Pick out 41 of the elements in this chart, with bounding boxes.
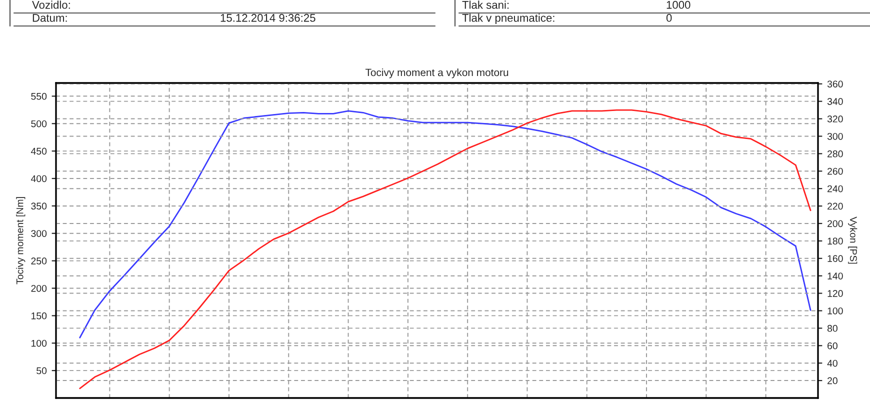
y2-tick-label: 40 [827,360,838,367]
text: Datum: [32,14,67,22]
text: 15.12.2014 9:36:25 [220,14,316,22]
y2-tick-label: 300 [827,132,843,140]
text: Tlak v pneumatice: [462,14,554,24]
y-tick-label: 350 [31,202,47,210]
y2-tick-label: 280 [828,150,843,158]
y2-tick-label: 180 [828,238,843,245]
y2-tick-label: 240 [828,185,843,192]
y2-tick-label: 200 [828,220,843,228]
y2-tick-label: 20 [828,377,838,384]
y2-tick-label: 160 [828,255,843,262]
y2-tick-label: 260 [828,168,843,175]
y-tick-label: 550 [31,92,47,100]
line-series [79,109,812,390]
y2-tick-label: 140 [828,272,843,280]
text: 0 [666,14,672,22]
y-tick-label: 250 [31,258,47,264]
text: 1000 [666,0,690,9]
y2-tick-label: 320 [827,116,843,122]
line-series [79,110,812,338]
text: Vozidlo: [32,0,70,9]
y-tick-label: 400 [30,175,47,182]
y2-axis-title: Vykon [PS] [848,216,858,264]
text: Tlak sani: [462,0,509,9]
y-tick-label: 500 [31,120,47,128]
y-axis-title: Tocivy moment [Nm] [16,197,26,284]
y2-tick-label: 80 [827,324,838,332]
y-tick-label: 50 [36,367,47,374]
chart-title: Tocivy moment a vykon motoru [365,68,508,78]
y-tick-label: 100 [31,340,47,347]
y2-tick-label: 220 [828,202,843,210]
y2-tick-label: 340 [827,98,843,105]
y-tick-label: 450 [30,148,47,155]
y2-tick-label: 60 [828,342,838,350]
y-tick-label: 300 [31,230,47,237]
y-tick-label: 200 [31,284,47,292]
y2-tick-label: 360 [827,80,843,88]
y-tick-label: 150 [31,312,47,320]
y2-tick-label: 120 [828,290,843,297]
y2-tick-label: 100 [828,307,843,314]
